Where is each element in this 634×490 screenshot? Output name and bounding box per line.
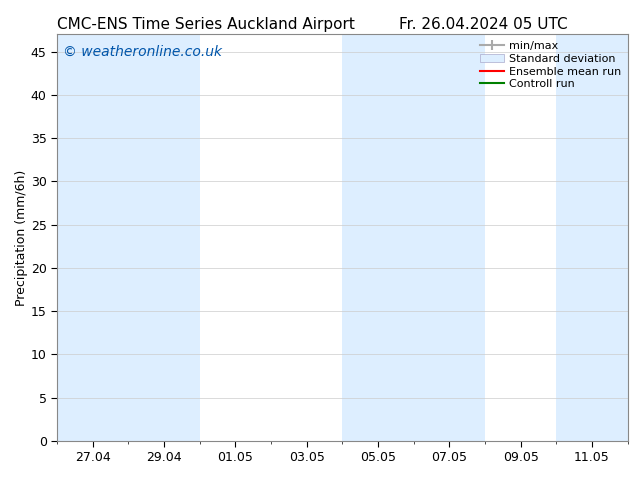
Text: Fr. 26.04.2024 05 UTC: Fr. 26.04.2024 05 UTC — [399, 17, 568, 32]
Bar — [557, 34, 628, 441]
Legend: min/max, Standard deviation, Ensemble mean run, Controll run: min/max, Standard deviation, Ensemble me… — [476, 37, 625, 94]
Bar — [342, 34, 485, 441]
Text: CMC-ENS Time Series Auckland Airport: CMC-ENS Time Series Auckland Airport — [57, 17, 355, 32]
Bar — [57, 34, 200, 441]
Text: © weatheronline.co.uk: © weatheronline.co.uk — [63, 45, 222, 58]
Y-axis label: Precipitation (mm/6h): Precipitation (mm/6h) — [15, 170, 28, 306]
Title: CMC-ENS Time Series Auckland Airport      Fr. 26.04.2024 05 UTC: CMC-ENS Time Series Auckland Airport Fr.… — [0, 489, 1, 490]
